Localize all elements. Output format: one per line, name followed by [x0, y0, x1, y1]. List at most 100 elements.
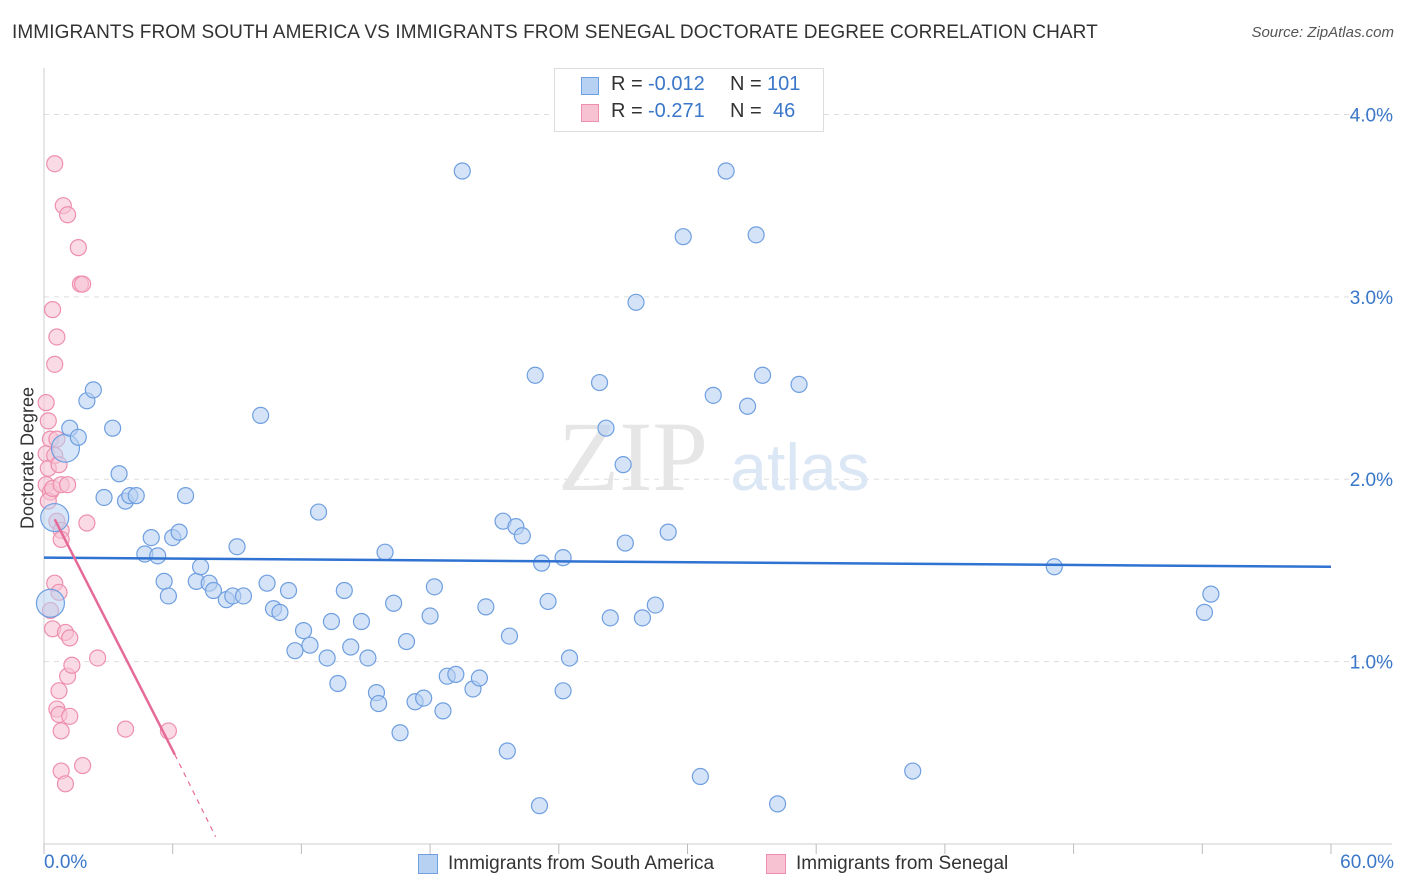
y-tick-label: 2.0%	[1350, 470, 1393, 491]
legend-swatch-pink	[766, 854, 786, 874]
y-tick-label: 4.0%	[1350, 105, 1393, 126]
data-point-south-america	[279, 581, 298, 600]
x-tick-label-min: 0.0%	[44, 852, 88, 873]
data-point-south-america	[359, 649, 377, 667]
data-point-south-america	[252, 406, 270, 425]
data-point-south-america	[127, 487, 145, 505]
watermark-zip: ZIP	[558, 401, 708, 512]
legend-item-senegal[interactable]: Immigrants from Senegal	[766, 851, 1008, 877]
data-point-south-america	[322, 612, 341, 631]
data-point-south-america	[659, 523, 677, 541]
data-point-south-america	[342, 638, 360, 656]
data-point-senegal	[43, 301, 62, 319]
data-point-senegal	[37, 394, 55, 412]
data-point-south-america	[170, 523, 188, 541]
source-label: Source: ZipAtlas.com	[1251, 24, 1394, 41]
legend-r-label: R =	[611, 73, 643, 95]
data-point-south-america	[1195, 603, 1214, 621]
data-point-south-america	[176, 487, 195, 505]
data-point-south-america	[1045, 558, 1063, 576]
data-point-senegal	[74, 275, 92, 293]
data-point-south-america	[646, 596, 664, 614]
legend-row-south-america: R = -0.012 N = 101	[555, 73, 823, 99]
data-point-south-america	[498, 742, 516, 760]
data-point-south-america	[335, 581, 353, 600]
watermark: ZIP atlas	[558, 401, 870, 512]
trend-line-south-america	[43, 556, 1332, 569]
legend-r-value: -0.271	[648, 100, 705, 122]
series-senegal	[37, 155, 178, 793]
data-point-south-america	[376, 543, 394, 561]
data-point-senegal	[52, 722, 70, 740]
legend-item-south-america[interactable]: Immigrants from South America	[418, 851, 714, 877]
data-point-south-america	[560, 649, 579, 667]
data-point-senegal	[46, 355, 64, 373]
y-tick-label: 3.0%	[1350, 288, 1393, 309]
data-point-south-america	[142, 528, 160, 547]
legend-n-value: 46	[773, 100, 796, 122]
data-point-senegal	[78, 514, 96, 532]
data-point-south-america	[738, 397, 757, 415]
data-point-south-america	[258, 574, 276, 592]
data-point-senegal	[89, 649, 107, 667]
data-point-south-america	[590, 373, 609, 392]
data-point-south-america	[633, 609, 652, 627]
data-point-south-america	[704, 386, 722, 404]
data-point-south-america	[470, 669, 489, 687]
legend-swatch-blue	[418, 854, 438, 874]
data-point-south-america	[691, 767, 709, 786]
data-point-south-america	[1202, 585, 1220, 603]
data-point-south-america	[271, 603, 289, 621]
data-point-south-america	[84, 381, 102, 399]
legend-swatch-blue	[581, 77, 599, 95]
legend-n-label: N =	[730, 73, 762, 95]
data-point-south-america	[385, 594, 403, 612]
data-point-south-america	[434, 702, 452, 720]
correlation-legend: R = -0.012 N = 101 R = -0.271 N = 46	[554, 68, 824, 132]
data-point-south-america	[95, 488, 113, 507]
data-point-south-america	[513, 527, 531, 545]
data-point-south-america	[601, 609, 619, 627]
data-point-south-america	[155, 572, 173, 590]
series-legend: Immigrants from South America Immigrants…	[0, 851, 1406, 877]
data-point-south-america	[554, 549, 572, 567]
y-tick-label: 1.0%	[1350, 653, 1393, 674]
data-point-senegal	[56, 775, 75, 793]
data-point-south-america	[204, 581, 223, 600]
data-point-south-america	[539, 592, 557, 611]
data-point-south-america	[533, 554, 551, 572]
data-point-south-america	[286, 642, 304, 660]
data-point-south-america	[104, 419, 122, 437]
data-point-south-america	[674, 228, 692, 246]
data-point-south-america	[69, 428, 87, 446]
data-point-south-america	[554, 682, 572, 700]
x-tick-label-max: 60.0%	[1340, 852, 1394, 873]
data-point-south-america	[627, 293, 645, 311]
legend-r-label: R =	[611, 100, 643, 122]
data-point-south-america	[318, 649, 336, 667]
data-point-south-america	[747, 226, 765, 244]
legend-label: Immigrants from Senegal	[796, 853, 1009, 874]
data-point-south-america	[597, 419, 615, 437]
data-point-south-america	[301, 636, 319, 654]
data-point-south-america	[40, 502, 70, 533]
data-point-south-america	[234, 587, 253, 605]
legend-label: Immigrants from South America	[448, 853, 715, 874]
data-point-senegal	[58, 206, 77, 224]
data-point-south-america	[904, 762, 922, 780]
data-point-south-america	[447, 665, 465, 683]
data-point-senegal	[48, 328, 66, 346]
legend-row-senegal: R = -0.271 N = 46	[555, 100, 823, 126]
data-point-senegal	[50, 682, 68, 700]
trend-line-senegal	[53, 518, 176, 756]
trend-line-senegal-extension	[174, 754, 217, 837]
data-point-south-america	[149, 547, 167, 565]
data-point-senegal	[58, 476, 77, 494]
data-point-senegal	[39, 412, 57, 430]
data-point-south-america	[477, 598, 495, 616]
legend-n-value: 101	[767, 73, 801, 95]
data-point-senegal	[63, 656, 81, 674]
data-point-south-america	[790, 375, 808, 393]
data-point-senegal	[61, 707, 79, 725]
data-point-senegal	[46, 155, 64, 173]
